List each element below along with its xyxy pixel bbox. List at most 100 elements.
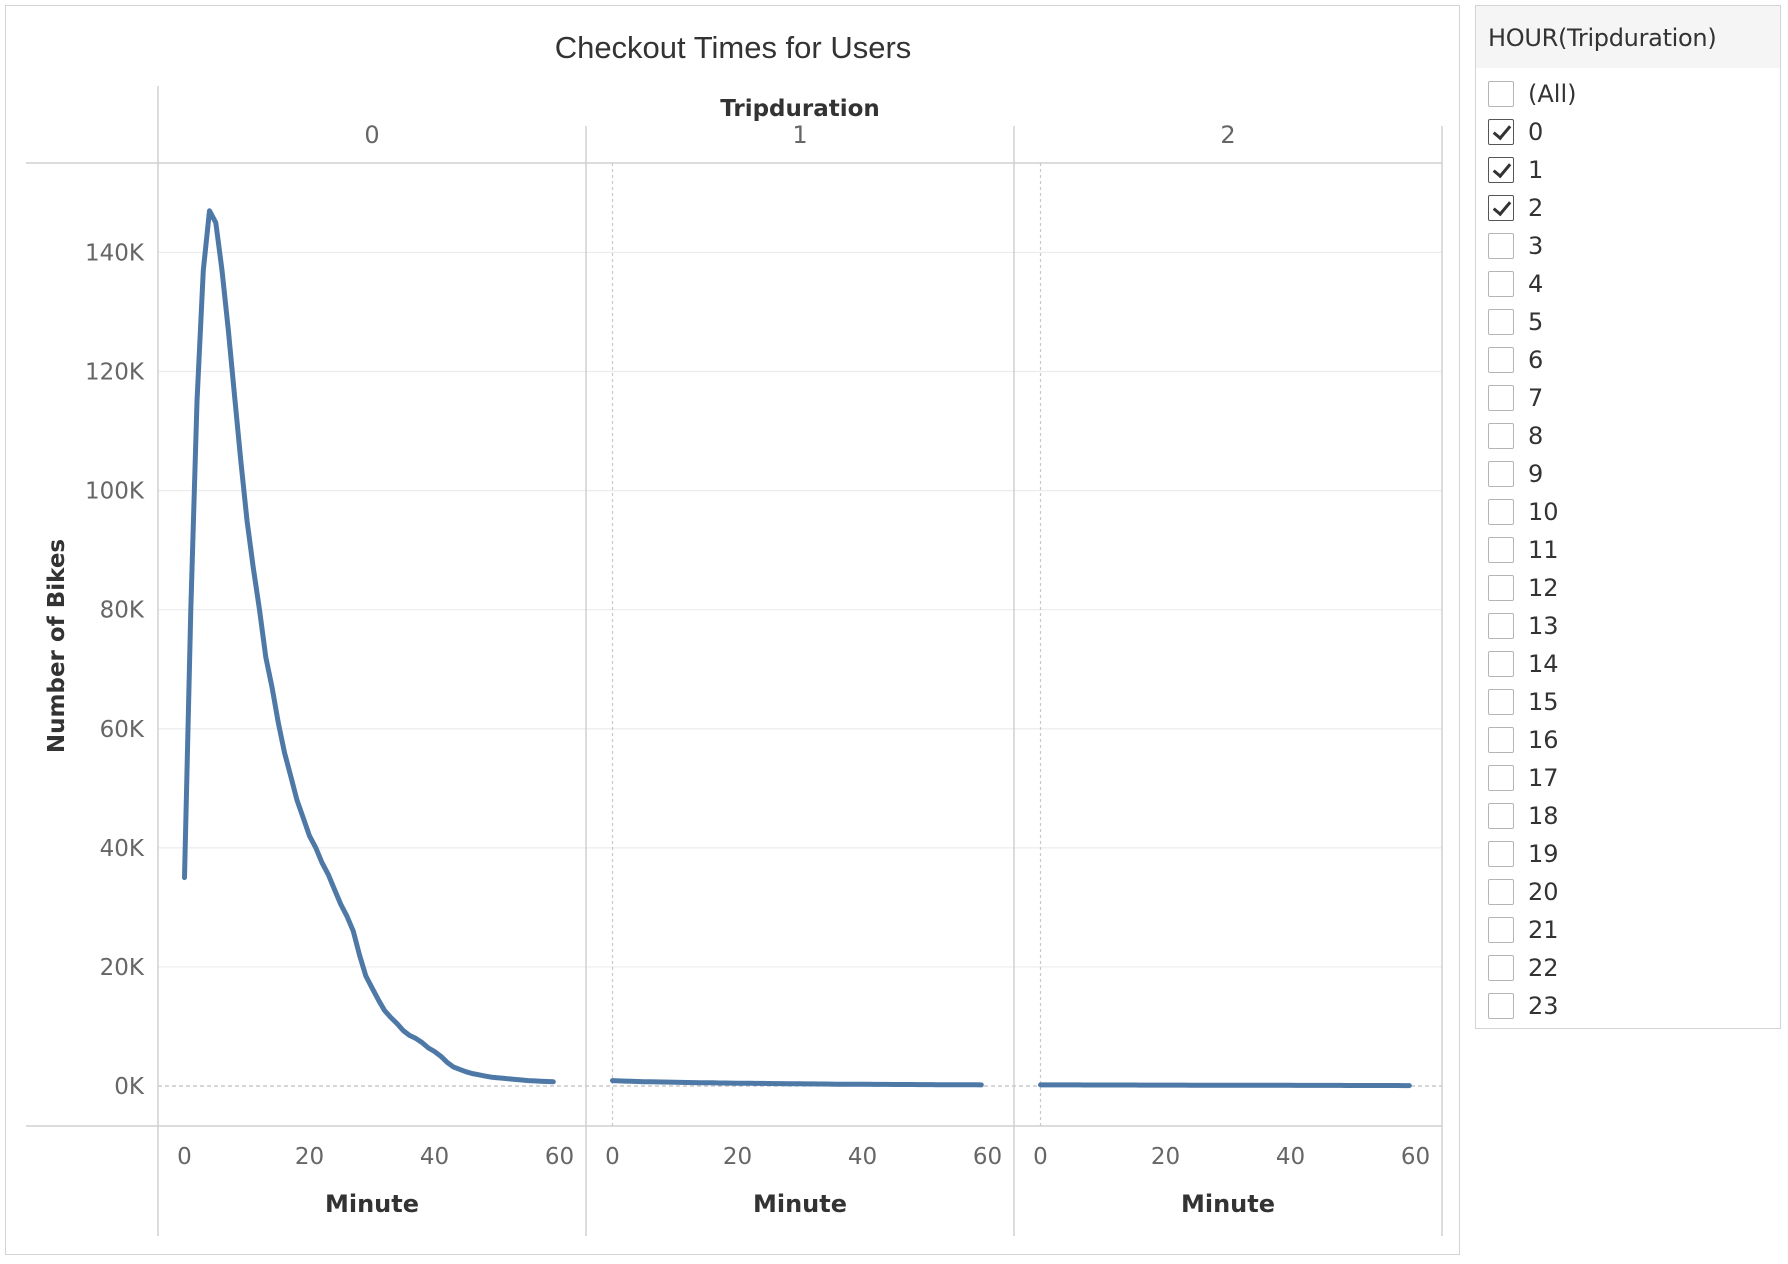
filter-item[interactable]: 17 [1488,760,1559,796]
y-tick-label: 0K [114,1074,145,1100]
checkbox-unchecked[interactable] [1488,385,1514,411]
filter-item[interactable]: 4 [1488,266,1543,302]
checkbox-unchecked[interactable] [1488,727,1514,753]
y-tick-label: 40K [100,836,145,862]
checkbox-unchecked[interactable] [1488,841,1514,867]
filter-item[interactable]: 7 [1488,380,1543,416]
y-tick-label: 140K [85,240,145,266]
filter-item[interactable]: 14 [1488,646,1559,682]
x-tick-label: 0 [1033,1144,1048,1170]
checkbox-unchecked[interactable] [1488,423,1514,449]
filter-item-label: 12 [1528,574,1559,602]
column-header: Tripduration [720,96,880,122]
filter-item-label: 19 [1528,840,1559,868]
filter-item-label: 14 [1528,650,1559,678]
panel-header-label: 0 [364,121,379,149]
checkbox-unchecked[interactable] [1488,613,1514,639]
filter-item[interactable]: 8 [1488,418,1543,454]
x-tick-label: 20 [295,1144,324,1170]
checkbox-unchecked[interactable] [1488,879,1514,905]
filter-item[interactable]: (All) [1488,76,1576,112]
filter-item-label: 6 [1528,346,1544,374]
filter-item[interactable]: 6 [1488,342,1543,378]
filter-item[interactable]: 0 [1488,114,1543,150]
y-tick-label: 80K [100,598,145,624]
filter-item[interactable]: 15 [1488,684,1559,720]
checkbox-unchecked[interactable] [1488,81,1514,107]
filter-item[interactable]: 5 [1488,304,1543,340]
x-tick-label: 20 [723,1144,752,1170]
filter-item-label: 2 [1528,194,1544,222]
filter-header [1476,6,1780,68]
filter-item-label: 1 [1528,156,1544,184]
y-tick-label: 20K [100,955,145,981]
filter-item[interactable]: 2 [1488,190,1543,226]
checkbox-unchecked[interactable] [1488,233,1514,259]
checkbox-unchecked[interactable] [1488,271,1514,297]
checkbox-unchecked[interactable] [1488,537,1514,563]
checkbox-unchecked[interactable] [1488,461,1514,487]
filter-item[interactable]: 3 [1488,228,1543,264]
checkbox-unchecked[interactable] [1488,309,1514,335]
filter-item-label: 20 [1528,878,1559,906]
filter-item[interactable]: 18 [1488,798,1559,834]
checkbox-unchecked[interactable] [1488,803,1514,829]
filter-item-label: 16 [1528,726,1559,754]
filter-item-label: 11 [1528,536,1559,564]
checkbox-checked[interactable] [1488,157,1514,183]
filter-item-label: 23 [1528,992,1559,1020]
filter-item-label: 17 [1528,764,1559,792]
x-tick-label: 60 [1401,1144,1430,1170]
chart-svg: 0K 20K 40K 60K 80K 100K 120K 140K Checkout Times… [26,30,1443,1236]
chart-panel: 0K 20K 40K 60K 80K 100K 120K 140K Checkout Times… [5,5,1460,1255]
checkbox-unchecked[interactable] [1488,955,1514,981]
checkbox-unchecked[interactable] [1488,765,1514,791]
filter-item[interactable]: 16 [1488,722,1559,758]
checkbox-unchecked[interactable] [1488,499,1514,525]
checkbox-checked[interactable] [1488,195,1514,221]
y-tick-label: 120K [85,360,145,386]
x-tick-label: 0 [605,1144,620,1170]
x-tick-label: 20 [1151,1144,1180,1170]
filter-item-label: 7 [1528,384,1544,412]
checkbox-unchecked[interactable] [1488,993,1514,1019]
series-line-panel-2 [1038,1082,1412,1089]
filter-item-label: 5 [1528,308,1544,336]
filter-item-label: 3 [1528,232,1544,260]
filter-item-label: 9 [1528,460,1544,488]
filter-item[interactable]: 10 [1488,494,1559,530]
filter-item[interactable]: 11 [1488,532,1559,568]
x-tick-label: 40 [848,1144,877,1170]
checkbox-unchecked[interactable] [1488,347,1514,373]
filter-item-label: 0 [1528,118,1544,146]
filter-item[interactable]: 20 [1488,874,1559,910]
checkbox-unchecked[interactable] [1488,689,1514,715]
filter-item[interactable]: 1 [1488,152,1543,188]
filter-item[interactable]: 12 [1488,570,1559,606]
filter-item[interactable]: 9 [1488,456,1543,492]
filter-item-label: 22 [1528,954,1559,982]
x-tick-label: 60 [973,1144,1002,1170]
x-axis-label: Minute [325,1190,419,1218]
x-tick-label: 40 [1276,1144,1305,1170]
filter-item-label: 18 [1528,802,1559,830]
checkbox-unchecked[interactable] [1488,575,1514,601]
y-axis-label: Number of Bikes [44,539,70,753]
chart-title: Checkout Times for Users [555,30,912,65]
filter-item[interactable]: 21 [1488,912,1559,948]
series-line-panel-0 [182,208,556,1085]
panel-header-label: 1 [792,121,807,149]
x-axis-label: Minute [753,1190,847,1218]
filter-item-label: 4 [1528,270,1544,298]
filter-item[interactable]: 22 [1488,950,1559,986]
filter-item[interactable]: 19 [1488,836,1559,872]
checkbox-checked[interactable] [1488,119,1514,145]
checkbox-unchecked[interactable] [1488,917,1514,943]
filter-item-label: 15 [1528,688,1559,716]
filter-item[interactable]: 23 [1488,988,1559,1024]
filter-item-label: 8 [1528,422,1544,450]
filter-item-label: 13 [1528,612,1559,640]
filter-item[interactable]: 13 [1488,608,1559,644]
checkbox-unchecked[interactable] [1488,651,1514,677]
y-tick-label: 100K [85,479,145,505]
